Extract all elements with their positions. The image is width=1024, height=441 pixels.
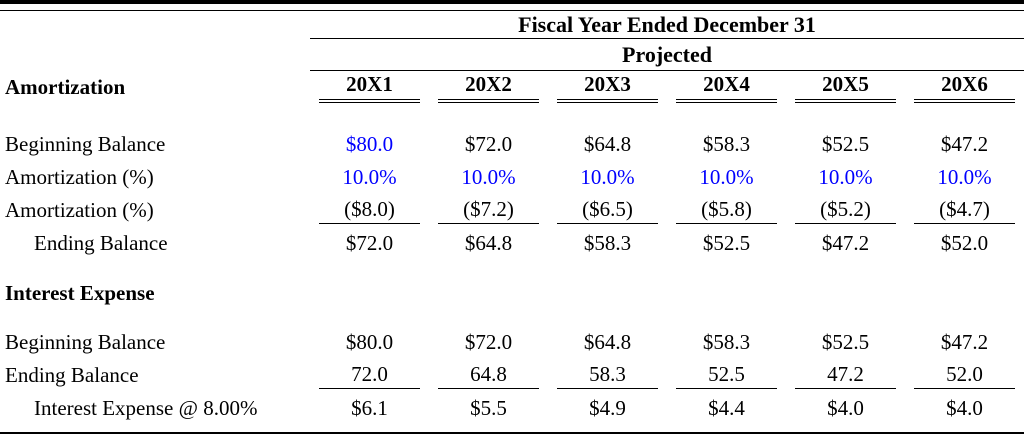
value-cell: $4.9 <box>589 396 626 420</box>
value-cell: 52.0 <box>905 359 1024 392</box>
value-cell: 10.0% <box>342 165 397 189</box>
fiscal-year-header: Fiscal Year Ended December 31 <box>310 11 1024 39</box>
top-rule-thin <box>0 10 1024 11</box>
row-label: Beginning Balance <box>5 132 166 156</box>
value-cell: $4.4 <box>708 396 745 420</box>
value-cell: $5.5 <box>470 396 507 420</box>
value-cell: ($5.8) <box>667 194 786 227</box>
value-cell: 64.8 <box>429 359 548 392</box>
row-beginning-balance: Beginning Balance $80.0 $72.0 $64.8 $58.… <box>0 128 1024 161</box>
row-year-headers: Amortization 20X1 20X2 20X3 20X4 20X5 20… <box>0 71 1024 105</box>
top-rule-thick <box>0 0 1024 4</box>
bottom-rule <box>0 432 1024 434</box>
value-cell: ($4.7) <box>905 194 1024 227</box>
value-cell: $64.8 <box>464 231 513 255</box>
value-cell: 10.0% <box>699 165 754 189</box>
value-cell: $80.0 <box>345 330 394 354</box>
value-cell: $64.8 <box>583 330 632 354</box>
amortization-interest-schedule-table: Fiscal Year Ended December 31 Projected … <box>0 11 1024 432</box>
row-projected-header: Projected <box>0 38 1024 71</box>
value-cell: 10.0% <box>461 165 516 189</box>
year-header-cell: 20X2 <box>429 71 548 105</box>
value-cell: $6.1 <box>351 396 388 420</box>
value-cell: 52.5 <box>667 359 786 392</box>
value-cell: $72.0 <box>464 330 513 354</box>
row-interest-expense: Interest Expense @ 8.00% $6.1 $5.5 $4.9 … <box>0 392 1024 425</box>
row-ie-ending-balance: Ending Balance 72.0 64.8 58.3 52.5 47.2 … <box>0 359 1024 392</box>
row-label: Amortization (%) <box>5 198 154 222</box>
value-cell: 47.2 <box>786 359 905 392</box>
row-amortization-amount: Amortization (%) ($8.0) ($7.2) ($6.5) ($… <box>0 194 1024 227</box>
value-cell: $4.0 <box>827 396 864 420</box>
empty-cell <box>0 11 310 39</box>
value-cell: ($7.2) <box>429 194 548 227</box>
interest-expense-section-heading: Interest Expense <box>5 281 155 305</box>
empty-cell <box>0 39 310 71</box>
row-fiscal-year-header: Fiscal Year Ended December 31 <box>0 11 1024 39</box>
row-label: Ending Balance <box>34 231 168 255</box>
projected-header: Projected <box>310 38 1024 71</box>
value-cell: $58.3 <box>702 330 751 354</box>
row-ie-beginning-balance: Beginning Balance $80.0 $72.0 $64.8 $58.… <box>0 326 1024 359</box>
year-header-cell: 20X6 <box>905 71 1024 105</box>
row-label: Interest Expense @ 8.00% <box>34 396 258 420</box>
value-cell: 10.0% <box>580 165 635 189</box>
value-cell: 72.0 <box>310 359 429 392</box>
value-cell: ($8.0) <box>310 194 429 227</box>
value-cell: $47.2 <box>821 231 870 255</box>
spacer-row <box>0 104 1024 128</box>
value-cell: $4.0 <box>946 396 983 420</box>
year-header-cell: 20X4 <box>667 71 786 105</box>
value-cell: $58.3 <box>583 231 632 255</box>
value-cell: $72.0 <box>345 231 394 255</box>
value-cell: 10.0% <box>818 165 873 189</box>
value-cell: ($6.5) <box>548 194 667 227</box>
value-cell: 58.3 <box>548 359 667 392</box>
value-cell: $72.0 <box>464 132 513 156</box>
amortization-section-heading: Amortization <box>5 74 126 99</box>
value-cell: $47.2 <box>940 330 989 354</box>
value-cell: $52.5 <box>821 330 870 354</box>
empty-cell <box>310 277 1024 310</box>
value-cell: $47.2 <box>940 132 989 156</box>
year-header-cell: 20X3 <box>548 71 667 105</box>
row-interest-expense-heading: Interest Expense <box>0 277 1024 310</box>
year-header-cell: 20X5 <box>786 71 905 105</box>
spacer-row <box>0 260 1024 277</box>
spacer-row <box>0 310 1024 326</box>
value-cell: $80.0 <box>345 132 394 156</box>
year-header-cell: 20X1 <box>310 71 429 105</box>
value-cell: $58.3 <box>702 132 751 156</box>
row-label: Ending Balance <box>5 363 139 387</box>
row-amortization-pct: Amortization (%) 10.0% 10.0% 10.0% 10.0%… <box>0 161 1024 194</box>
row-label: Amortization (%) <box>5 165 154 189</box>
value-cell: $52.5 <box>821 132 870 156</box>
value-cell: ($5.2) <box>786 194 905 227</box>
value-cell: $52.5 <box>702 231 751 255</box>
value-cell: $52.0 <box>940 231 989 255</box>
value-cell: $64.8 <box>583 132 632 156</box>
row-label: Beginning Balance <box>5 330 166 354</box>
row-ending-balance: Ending Balance $72.0 $64.8 $58.3 $52.5 $… <box>0 227 1024 260</box>
spacer-row <box>0 425 1024 432</box>
value-cell: 10.0% <box>937 165 992 189</box>
